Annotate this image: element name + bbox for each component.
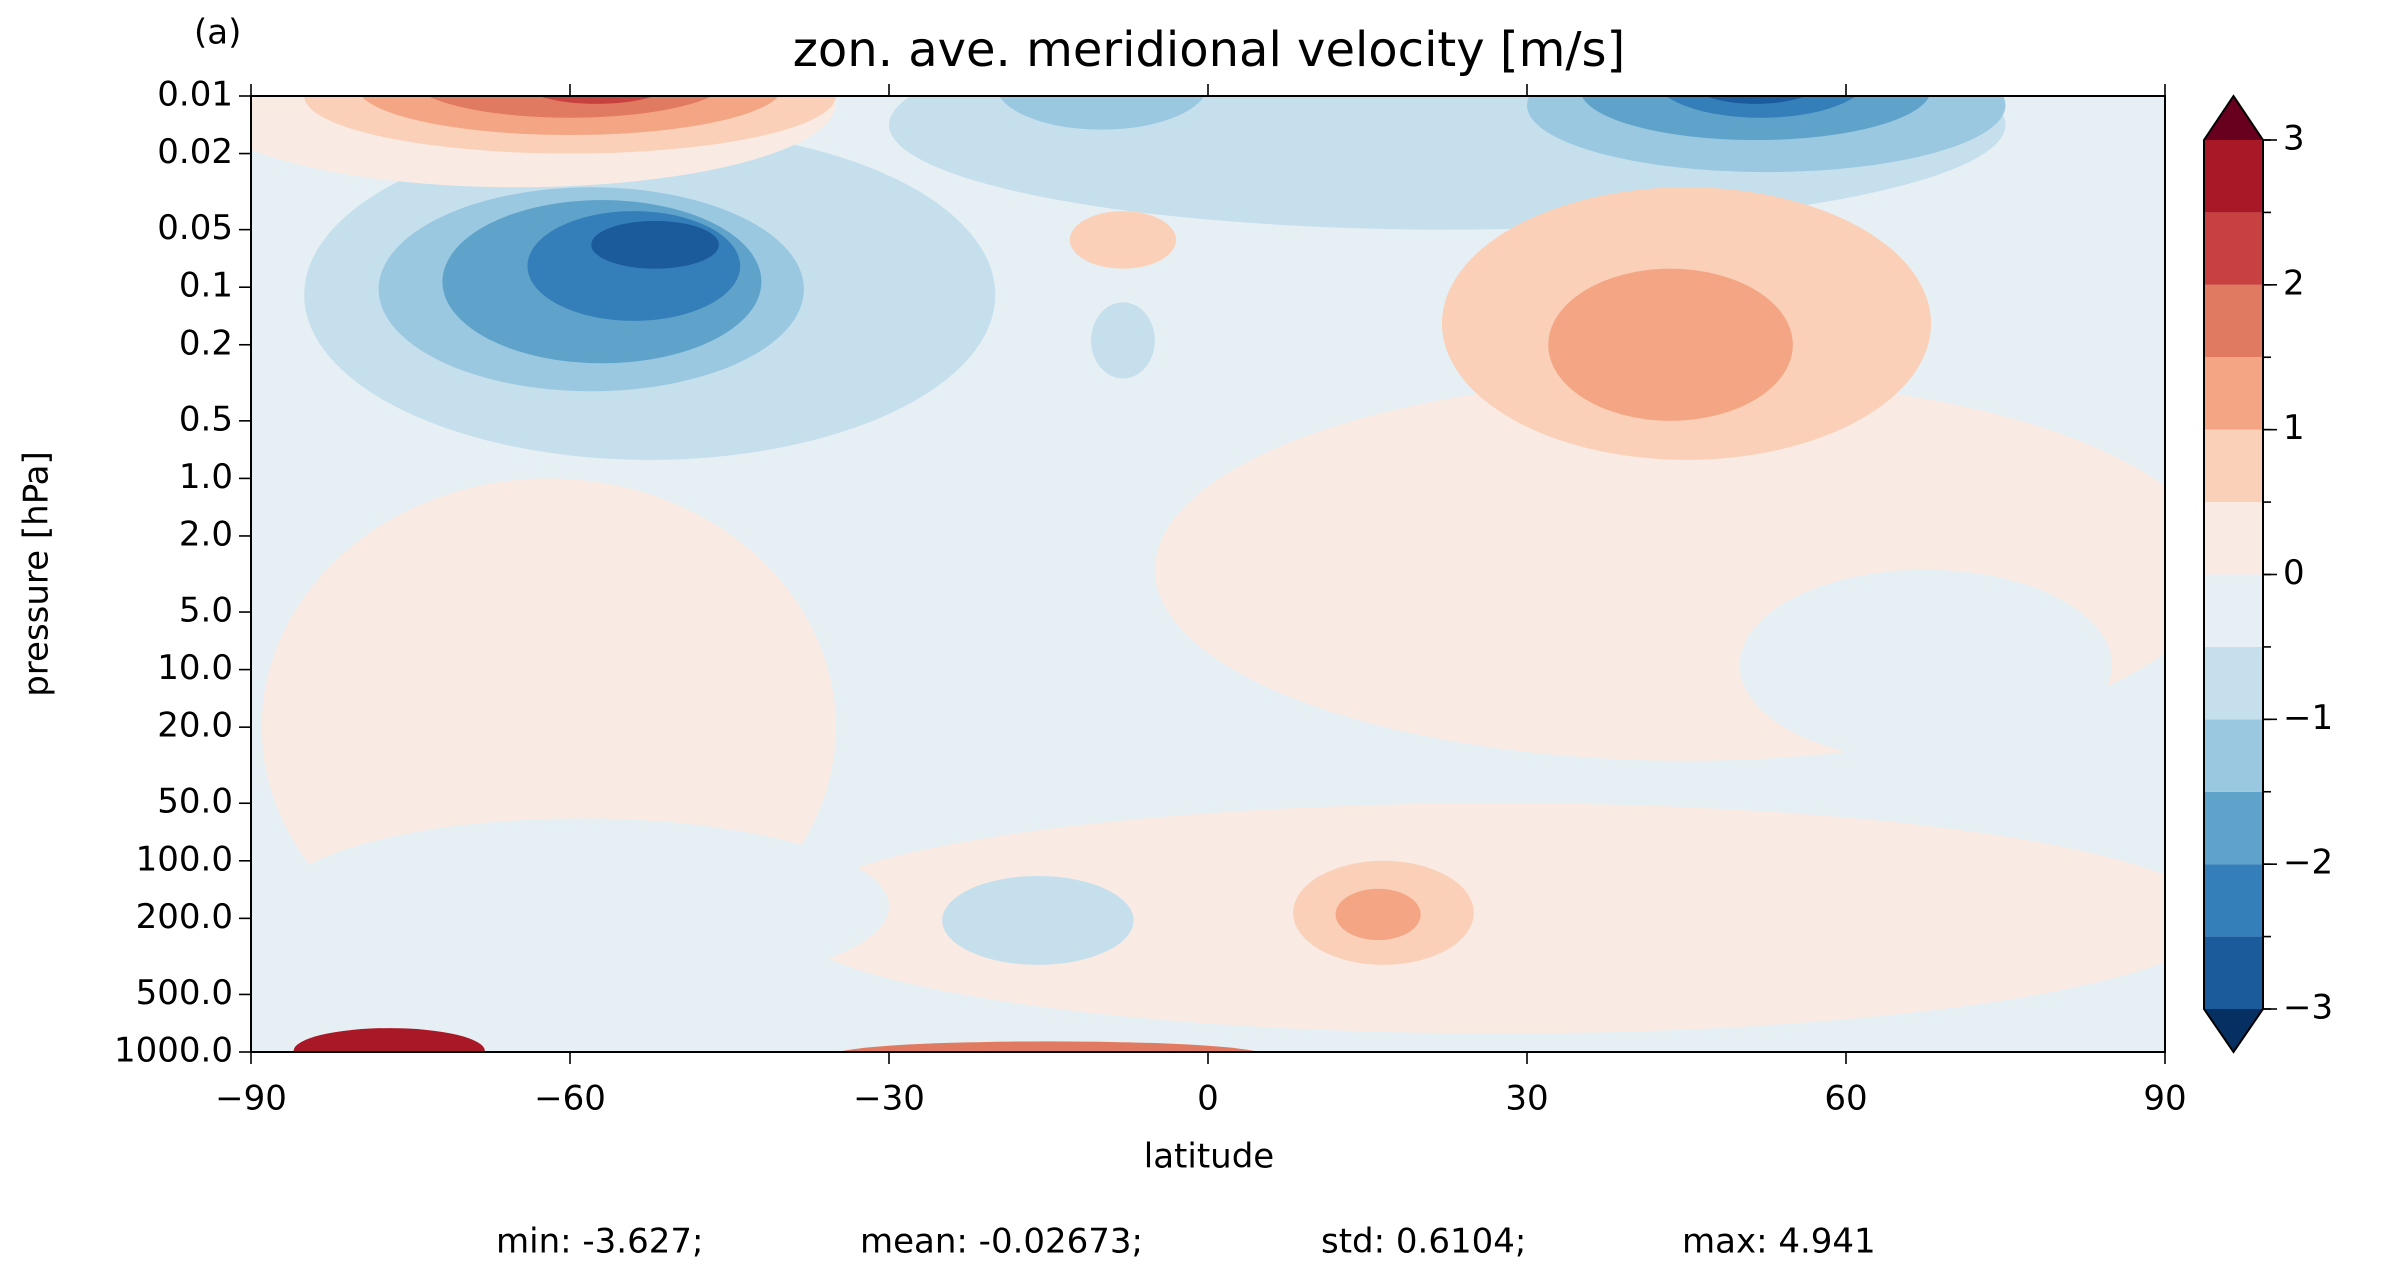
stat-text: std: 0.6104; xyxy=(1321,1222,1526,1262)
contour-region xyxy=(942,875,1134,965)
colorbar-tick-label: 3 xyxy=(2283,119,2305,159)
x-tick-label: 30 xyxy=(1505,1079,1548,1119)
y-tick-label: 1.0 xyxy=(179,457,233,497)
stats: min: -3.627; mean: -0.02673; std: 0.6104; m… xyxy=(496,1222,1876,1262)
colorbar-band xyxy=(2204,140,2263,213)
contour-region xyxy=(1091,302,1155,379)
contour-region xyxy=(1739,569,2112,761)
stat-text: max: 4.941 xyxy=(1682,1222,1876,1262)
colorbar-band xyxy=(2204,864,2263,937)
stat-text: min: -3.627; xyxy=(496,1222,703,1262)
colorbar-over xyxy=(2204,96,2263,140)
y-tick-label: 500.0 xyxy=(136,973,233,1013)
y-tick-label: 100.0 xyxy=(136,839,233,879)
colorbar-tick-label: −1 xyxy=(2283,698,2333,738)
chart-title: zon. ave. meridional velocity [m/s] xyxy=(793,22,1626,78)
y-tick-label: 0.2 xyxy=(179,323,233,363)
colorbar-band xyxy=(2204,791,2263,865)
x-tick-label: −60 xyxy=(534,1079,606,1119)
colorbar-tick-label: −3 xyxy=(2283,988,2333,1028)
contour-region xyxy=(1335,888,1421,941)
y-tick-label: 1000.0 xyxy=(114,1031,233,1071)
colorbar-band xyxy=(2204,574,2263,647)
colorbar-tick-label: 0 xyxy=(2283,553,2305,593)
contour-region xyxy=(591,220,719,269)
contour-region xyxy=(1705,96,1806,104)
colorbar-band xyxy=(2204,212,2263,285)
contour-region xyxy=(1069,211,1177,269)
contour-region xyxy=(782,803,2165,1034)
colorbar-band xyxy=(2204,719,2263,792)
panel-label: (a) xyxy=(194,13,241,53)
y-tick-label: 0.1 xyxy=(179,266,233,306)
colorbar-band xyxy=(2204,357,2263,430)
x-tick-label: −90 xyxy=(215,1079,287,1119)
contour-region xyxy=(839,1041,1258,1052)
colorbar-tick-label: −2 xyxy=(2283,843,2333,883)
stat-text: mean: -0.02673; xyxy=(860,1222,1143,1262)
colorbar-band xyxy=(2204,936,2263,1009)
colorbar-band xyxy=(2204,429,2263,503)
y-tick-label: 10.0 xyxy=(157,648,233,688)
y-tick-label: 2.0 xyxy=(179,514,233,554)
y-axis-label: pressure [hPa] xyxy=(17,451,57,697)
colorbar-under xyxy=(2204,1009,2263,1052)
x-tick-label: 60 xyxy=(1824,1079,1867,1119)
contour-region xyxy=(1581,96,1930,141)
y-tick-label: 20.0 xyxy=(157,706,233,746)
y-tick-label: 0.5 xyxy=(179,399,233,439)
contour-region xyxy=(999,96,1205,130)
y-tick-label: 50.0 xyxy=(157,782,233,822)
y-tick-label: 0.01 xyxy=(157,75,233,115)
contour-region xyxy=(427,96,713,118)
colorbar-tick-label: 2 xyxy=(2283,263,2305,303)
contour-region xyxy=(1548,268,1793,421)
y-tick-label: 0.05 xyxy=(157,208,233,248)
contour-region xyxy=(293,1028,485,1052)
contour-region xyxy=(1666,96,1856,118)
x-tick-label: 0 xyxy=(1197,1079,1219,1119)
y-tick-label: 5.0 xyxy=(179,591,233,631)
colorbar-band xyxy=(2204,284,2263,358)
y-tick-label: 0.02 xyxy=(157,132,233,172)
colorbar-band xyxy=(2204,646,2263,720)
contour-region xyxy=(538,96,655,104)
x-axis-label: latitude xyxy=(1144,1137,1274,1177)
colorbar-tick-label: 1 xyxy=(2283,408,2305,448)
x-tick-label: 90 xyxy=(2143,1079,2186,1119)
x-tick-label: −30 xyxy=(853,1079,925,1119)
contour-region xyxy=(272,818,889,995)
y-tick-label: 200.0 xyxy=(136,897,233,937)
colorbar-band xyxy=(2204,502,2263,575)
